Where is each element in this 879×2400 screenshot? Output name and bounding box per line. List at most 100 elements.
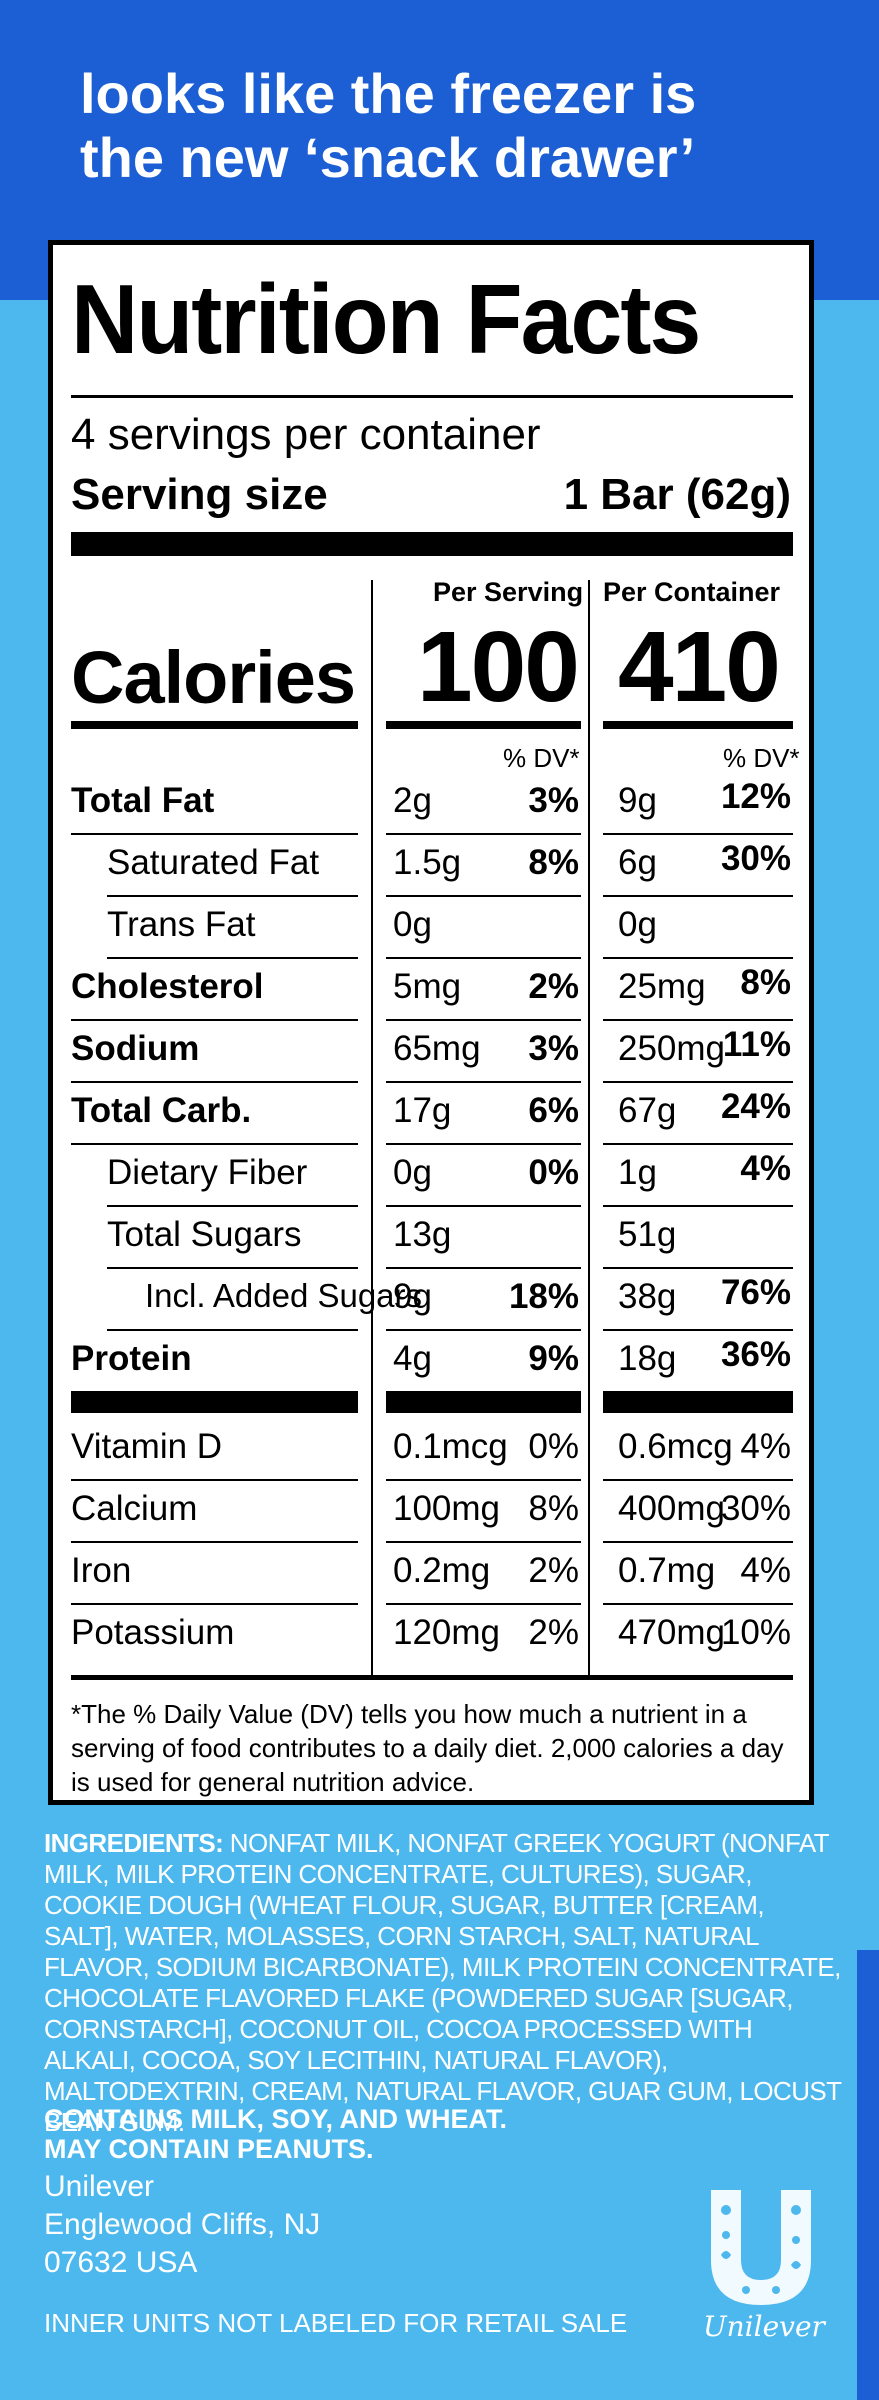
row-rule	[603, 957, 793, 959]
calories-label: Calories	[71, 636, 356, 719]
nutrient-serving-dv: 18%	[508, 1277, 579, 1316]
nutrient-container-amount: 38g	[618, 1277, 677, 1316]
vitamin-container-dv: 4%	[740, 1427, 791, 1466]
nutrient-container-amount: 250mg	[618, 1029, 726, 1068]
nutrient-container-amount: 18g	[618, 1339, 677, 1378]
nutrient-container-amount: 25mg	[618, 967, 706, 1006]
row-rule	[71, 1081, 358, 1083]
row-rule	[71, 1019, 358, 1021]
row-rule	[603, 1081, 793, 1083]
row-rule	[386, 1479, 581, 1481]
manufacturer-address: Unilever Englewood Cliffs, NJ 07632 USA	[44, 2168, 320, 2282]
calories-rule-serving	[386, 721, 581, 729]
row-rule	[603, 895, 793, 897]
nutrient-container-dv: 36%	[720, 1335, 791, 1374]
ingredients-text: NONFAT MILK, NONFAT GREEK YOGURT (NONFAT…	[44, 1828, 842, 2137]
ingredients: INGREDIENTS: NONFAT MILK, NONFAT GREEK Y…	[44, 1828, 844, 2138]
column-divider-right	[588, 580, 590, 1680]
row-rule	[386, 1205, 581, 1207]
tagline-line-1: looks like the freezer is	[80, 62, 697, 125]
row-rule	[71, 833, 358, 835]
address-line-1: Unilever	[44, 2170, 155, 2203]
inner-units-notice: INNER UNITS NOT LABELED FOR RETAIL SALE	[44, 2308, 628, 2338]
vitamin-serving-amount: 100mg	[393, 1489, 501, 1528]
nutrient-container-amount: 0g	[618, 905, 657, 944]
tagline: looks like the freezer is the new ‘snack…	[80, 62, 840, 190]
row-rule	[603, 1329, 793, 1331]
nutrient-label: Protein	[71, 1339, 192, 1378]
vitamin-label: Calcium	[71, 1489, 198, 1528]
nutrient-container-amount: 1g	[618, 1153, 657, 1192]
nutrient-label: Incl. Added Sugars	[145, 1277, 423, 1314]
nutrient-serving-amount: 9g	[393, 1277, 432, 1316]
calories-per-serving: 100	[417, 611, 580, 723]
vitamin-label: Iron	[71, 1551, 132, 1590]
nutrient-container-dv: 11%	[722, 1025, 791, 1064]
vitamin-serving-dv: 2%	[528, 1551, 579, 1590]
vitamin-serving-dv: 2%	[528, 1613, 579, 1652]
per-serving-header: Per Serving	[433, 577, 584, 607]
nutrient-serving-dv: 9%	[528, 1339, 579, 1378]
nutrient-serving-amount: 65mg	[393, 1029, 481, 1068]
nutrition-facts-panel: Nutrition Facts 4 servings per container…	[48, 240, 814, 1805]
row-rule	[107, 957, 358, 959]
row-rule	[71, 1541, 358, 1543]
nutrient-container-amount: 9g	[618, 781, 657, 820]
vitamin-container-dv: 30%	[720, 1489, 791, 1528]
nutrient-label: Dietary Fiber	[107, 1153, 308, 1192]
per-container-header: Per Container	[603, 577, 781, 607]
nutrient-serving-amount: 0g	[393, 905, 432, 944]
vitamin-container-dv: 10%	[720, 1613, 791, 1652]
nutrient-container-amount: 67g	[618, 1091, 677, 1130]
nutrient-serving-amount: 17g	[393, 1091, 452, 1130]
row-rule	[107, 1267, 358, 1269]
nutrient-serving-dv: 8%	[528, 843, 579, 882]
vitamin-serving-amount: 0.2mg	[393, 1551, 491, 1590]
row-rule	[71, 1479, 358, 1481]
allergen-may-contain: MAY CONTAIN PEANUTS.	[44, 2134, 374, 2164]
nutrient-serving-amount: 13g	[393, 1215, 452, 1254]
nutrient-serving-amount: 4g	[393, 1339, 432, 1378]
dv-header-serving: % DV*	[503, 743, 580, 773]
nutrient-container-dv: 4%	[740, 1149, 791, 1188]
nutrient-container-dv: 30%	[720, 839, 791, 878]
protein-thick-rule	[386, 1391, 581, 1413]
vitamin-container-amount: 400mg	[618, 1489, 726, 1528]
nutrient-label: Total Sugars	[107, 1215, 302, 1254]
row-rule	[603, 1205, 793, 1207]
nutrient-label: Sodium	[71, 1029, 200, 1068]
calories-rule-label	[71, 721, 358, 729]
nutrient-label: Trans Fat	[107, 905, 256, 944]
nutrient-serving-amount: 0g	[393, 1153, 432, 1192]
dv-footnote: *The % Daily Value (DV) tells you how mu…	[71, 1699, 784, 1797]
nutrient-serving-dv: 3%	[528, 781, 579, 820]
protein-thick-rule	[603, 1391, 793, 1413]
nutrient-serving-dv: 3%	[528, 1029, 579, 1068]
row-rule	[603, 1267, 793, 1269]
row-rule	[603, 1479, 793, 1481]
calories-per-container: 410	[618, 611, 781, 723]
vitamin-container-dv: 4%	[740, 1551, 791, 1590]
unilever-logo-text: Unilever	[703, 2310, 825, 2343]
serving-size-label: Serving size	[71, 470, 328, 519]
nutrient-container-amount: 51g	[618, 1215, 677, 1254]
row-rule	[386, 957, 581, 959]
allergen-contains: CONTAINS MILK, SOY, AND WHEAT.	[44, 2104, 507, 2134]
row-rule	[603, 1603, 793, 1605]
nutrient-label: Cholesterol	[71, 967, 264, 1006]
row-rule	[603, 1143, 793, 1145]
row-rule	[386, 833, 581, 835]
unilever-logo-icon	[711, 2190, 811, 2305]
calories-rule-container	[603, 721, 793, 729]
servings-per-container: 4 servings per container	[71, 410, 541, 459]
nutrient-label: Saturated Fat	[107, 843, 320, 882]
address-line-2: Englewood Cliffs, NJ	[44, 2208, 321, 2241]
footnote-rule	[71, 1675, 793, 1680]
vitamin-container-amount: 0.7mg	[618, 1551, 716, 1590]
nutrient-serving-dv: 6%	[528, 1091, 579, 1130]
nutrient-container-dv: 76%	[720, 1273, 791, 1312]
vitamin-serving-dv: 0%	[528, 1427, 579, 1466]
side-stripe	[857, 1950, 879, 2400]
dv-header-container: % DV*	[723, 743, 800, 773]
vitamin-container-amount: 470mg	[618, 1613, 726, 1652]
